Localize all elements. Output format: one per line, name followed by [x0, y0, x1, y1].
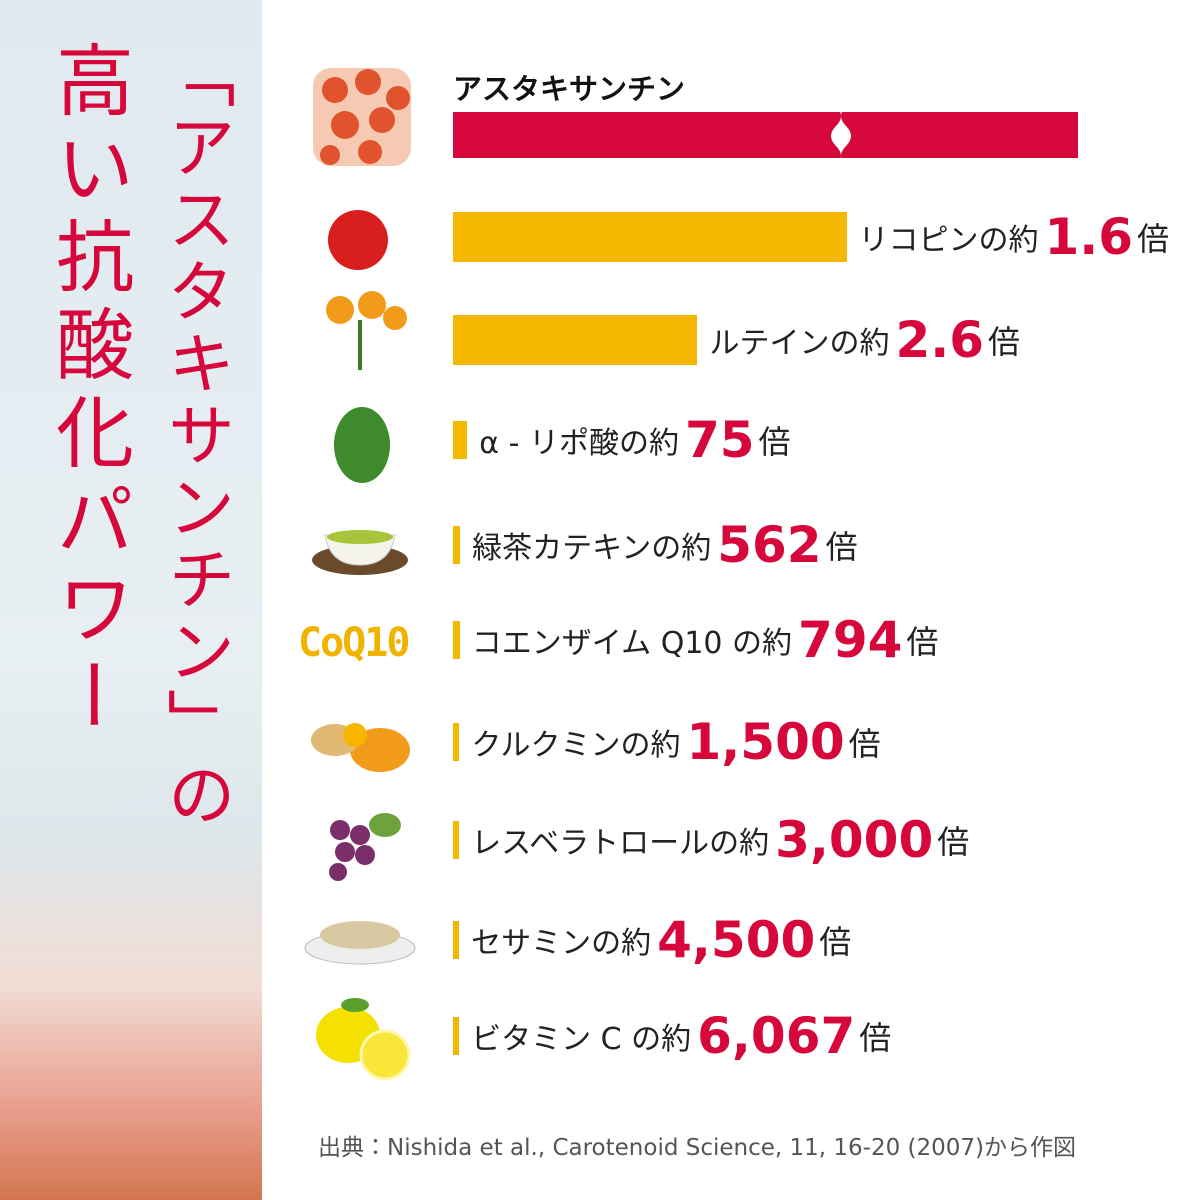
- row-label: コエンザイム Q10 の約: [471, 626, 793, 661]
- row: リコピンの約 1.6 倍: [453, 202, 1169, 272]
- icon: [320, 69, 410, 165]
- title-line: 「アスタキサンチン」の: [155, 40, 234, 832]
- unit: 倍: [1137, 220, 1170, 258]
- bar: [453, 112, 1078, 158]
- multiple: 75: [684, 411, 755, 469]
- row-label: レスベラトロールの約: [471, 826, 770, 861]
- row-label: ルテインの約: [709, 326, 890, 361]
- title-line: 高い抗酸化パワー: [43, 40, 133, 744]
- row: レスベラトロールの約 3,000 倍: [453, 805, 969, 875]
- multiple: 1.6: [1044, 208, 1134, 266]
- icon: [334, 407, 390, 483]
- unit: 倍: [848, 725, 881, 763]
- bar: [453, 821, 460, 859]
- unit: 倍: [906, 623, 939, 661]
- row: 緑茶カテキンの約 562 倍: [453, 510, 858, 580]
- bar: [453, 315, 698, 365]
- unit: 倍: [937, 823, 970, 861]
- item-label: アスタキサンチン: [453, 72, 686, 106]
- multiple: 562: [717, 516, 822, 574]
- row: ビタミン C の約 6,067 倍: [453, 1001, 891, 1071]
- row: セサミンの約 4,500 倍: [453, 905, 851, 975]
- row-label: リコピンの約: [858, 223, 1039, 258]
- row-label: ビタミン C の約: [471, 1022, 692, 1057]
- multiple: 1,500: [686, 713, 845, 771]
- row: ルテインの約 2.6 倍: [453, 305, 1020, 375]
- source: 出典：Nishida et al., Carotenoid Science, 1…: [318, 1135, 1077, 1161]
- bar: [453, 723, 460, 761]
- bar: [453, 621, 460, 659]
- icon: [329, 813, 401, 881]
- unit: 倍: [988, 323, 1021, 361]
- bar: [453, 526, 461, 564]
- bar: [453, 921, 460, 959]
- icon: [311, 723, 410, 772]
- multiple: 4,500: [657, 911, 816, 969]
- multiple: 6,067: [697, 1007, 856, 1065]
- unit: 倍: [758, 423, 791, 461]
- row-label: 緑茶カテキンの約: [472, 531, 712, 566]
- row: コエンザイム Q10 の約 794 倍: [453, 605, 938, 675]
- icon: [328, 210, 388, 270]
- row: クルクミンの約 1,500 倍: [453, 707, 881, 777]
- unit: 倍: [819, 923, 852, 961]
- icon: [304, 921, 416, 965]
- row: α - リポ酸の約 75 倍: [453, 405, 791, 475]
- unit: 倍: [825, 528, 858, 566]
- axis-break: [831, 106, 851, 166]
- row-label: α - リポ酸の約: [479, 426, 679, 461]
- icon: [326, 291, 407, 370]
- bar: [453, 1017, 460, 1055]
- side-panel: 「アスタキサンチン」の 高い抗酸化パワー: [0, 0, 262, 1200]
- unit: 倍: [859, 1019, 892, 1057]
- multiple: 2.6: [895, 311, 985, 369]
- row-label: クルクミンの約: [471, 728, 681, 763]
- icon: [312, 530, 408, 575]
- multiple: 3,000: [775, 811, 934, 869]
- icon-text: CoQ10: [298, 620, 410, 666]
- icon: [316, 998, 411, 1081]
- bar: [453, 421, 468, 459]
- multiple: 794: [798, 611, 903, 669]
- bar: [453, 212, 847, 262]
- row-label: セサミンの約: [471, 926, 652, 961]
